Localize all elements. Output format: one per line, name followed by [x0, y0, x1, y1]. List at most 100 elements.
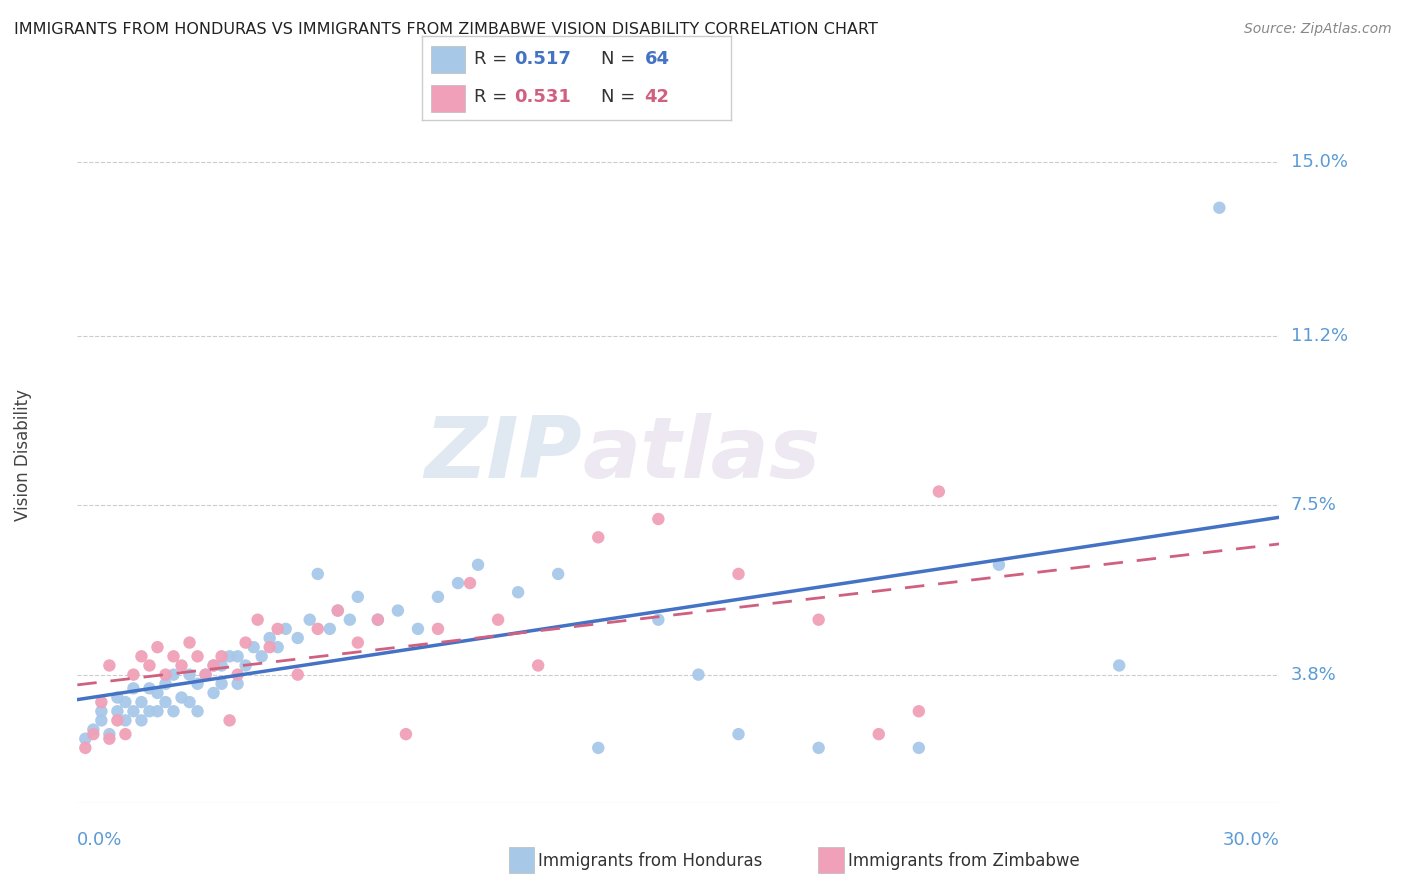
Point: [107, 690, 129, 705]
Text: ZIP: ZIP: [425, 413, 582, 497]
Point: [250, 649, 273, 664]
Point: [218, 649, 240, 664]
Point: [82, 723, 104, 737]
Point: [131, 695, 153, 709]
Point: [170, 690, 193, 705]
Point: [202, 658, 225, 673]
Point: [114, 714, 136, 728]
Point: [138, 658, 160, 673]
Point: [218, 714, 240, 728]
Point: [527, 658, 550, 673]
Text: Source: ZipAtlas.com: Source: ZipAtlas.com: [1244, 22, 1392, 37]
Point: [427, 622, 450, 636]
Point: [326, 603, 349, 617]
Point: [547, 566, 569, 581]
Text: 0.531: 0.531: [515, 87, 571, 105]
Point: [727, 566, 749, 581]
Point: [114, 695, 136, 709]
Point: [347, 590, 370, 604]
Text: 30.0%: 30.0%: [1223, 830, 1279, 848]
Point: [274, 622, 297, 636]
Point: [908, 740, 931, 755]
Point: [90, 704, 112, 718]
Point: [179, 695, 201, 709]
Text: 15.0%: 15.0%: [1291, 153, 1347, 171]
Point: [146, 704, 169, 718]
Point: [90, 695, 112, 709]
Point: [908, 704, 931, 718]
Point: [235, 635, 257, 649]
Point: [246, 613, 269, 627]
Point: [267, 640, 290, 655]
Text: IMMIGRANTS FROM HONDURAS VS IMMIGRANTS FROM ZIMBABWE VISION DISABILITY CORRELATI: IMMIGRANTS FROM HONDURAS VS IMMIGRANTS F…: [14, 22, 877, 37]
Point: [647, 512, 669, 526]
Point: [647, 613, 669, 627]
Point: [186, 704, 209, 718]
Point: [146, 686, 169, 700]
Point: [98, 731, 121, 746]
Point: [307, 566, 329, 581]
Point: [114, 727, 136, 741]
Point: [508, 585, 530, 599]
Text: 11.2%: 11.2%: [1291, 326, 1348, 345]
Point: [367, 613, 389, 627]
Point: [98, 658, 121, 673]
Point: [298, 613, 321, 627]
Point: [319, 622, 342, 636]
FancyBboxPatch shape: [432, 85, 465, 112]
Point: [226, 677, 249, 691]
Point: [467, 558, 489, 572]
Point: [387, 603, 409, 617]
Point: [138, 681, 160, 696]
Point: [131, 714, 153, 728]
Point: [75, 740, 97, 755]
Point: [447, 576, 470, 591]
Text: atlas: atlas: [582, 413, 820, 497]
Point: [131, 649, 153, 664]
Point: [1108, 658, 1130, 673]
Point: [211, 649, 233, 664]
Text: 42: 42: [644, 87, 669, 105]
Point: [259, 631, 281, 645]
Point: [427, 590, 450, 604]
Text: R =: R =: [474, 51, 513, 69]
Point: [202, 686, 225, 700]
Point: [155, 677, 177, 691]
Text: 0.517: 0.517: [515, 51, 571, 69]
Point: [326, 603, 349, 617]
Point: [458, 576, 481, 591]
Text: Immigrants from Honduras: Immigrants from Honduras: [538, 852, 763, 870]
Point: [347, 635, 370, 649]
Point: [122, 681, 145, 696]
Point: [138, 704, 160, 718]
Text: 0.0%: 0.0%: [77, 830, 122, 848]
Point: [162, 649, 184, 664]
Text: N =: N =: [602, 87, 641, 105]
Point: [90, 714, 112, 728]
Point: [868, 727, 890, 741]
Point: [267, 622, 290, 636]
Point: [688, 667, 710, 681]
Point: [155, 695, 177, 709]
Point: [194, 667, 217, 681]
Point: [1208, 201, 1230, 215]
Point: [186, 677, 209, 691]
Point: [588, 740, 610, 755]
Point: [194, 667, 217, 681]
Point: [588, 530, 610, 544]
Point: [242, 640, 264, 655]
Point: [98, 727, 121, 741]
Point: [162, 704, 184, 718]
Text: 64: 64: [644, 51, 669, 69]
Point: [226, 667, 249, 681]
Text: Vision Disability: Vision Disability: [14, 389, 32, 521]
Point: [82, 727, 104, 741]
Text: 3.8%: 3.8%: [1291, 665, 1336, 683]
Text: R =: R =: [474, 87, 513, 105]
Point: [179, 667, 201, 681]
Point: [287, 667, 309, 681]
Text: 7.5%: 7.5%: [1291, 496, 1337, 515]
Point: [107, 704, 129, 718]
Point: [155, 667, 177, 681]
Point: [75, 731, 97, 746]
